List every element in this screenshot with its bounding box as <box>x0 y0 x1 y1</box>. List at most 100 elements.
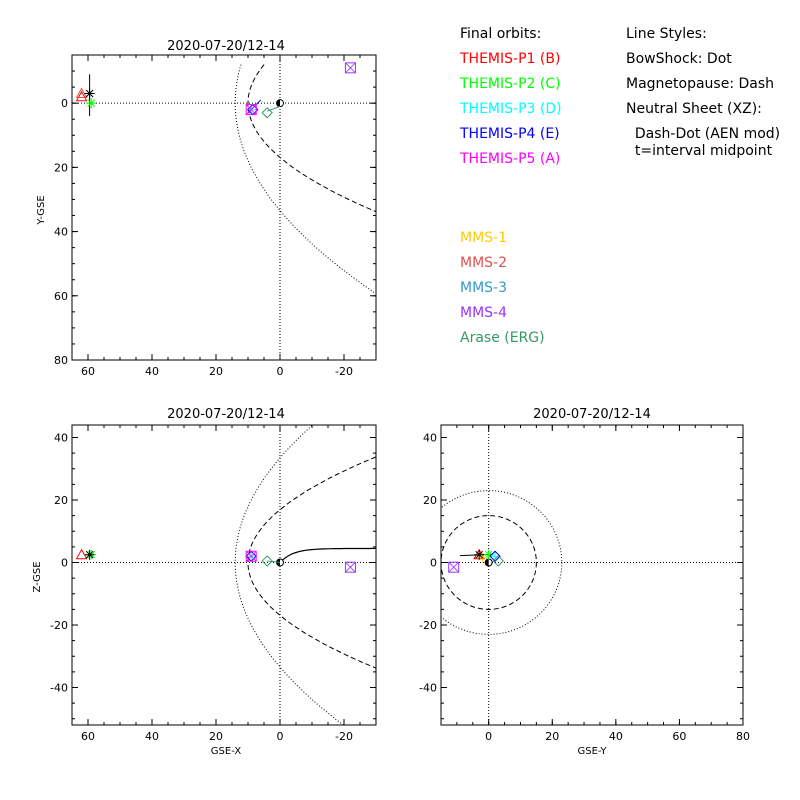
legend-orbits-title: Final orbits: <box>460 26 542 42</box>
y-tick-label: 20 <box>54 494 68 507</box>
moon-marker <box>84 549 95 560</box>
line-style-neutral-sheet: Neutral Sheet (XZ): <box>626 101 762 117</box>
y-tick-label: 0 <box>61 557 68 570</box>
x-tick-label: -20 <box>335 365 353 378</box>
themis-p2-c-marker <box>483 549 494 560</box>
x-tick-label: 0 <box>485 730 492 743</box>
mms-4-marker <box>344 62 356 74</box>
legend-entry-themis-p3: THEMIS-P3 (D) <box>460 101 562 117</box>
arase-erg-marker <box>492 555 504 567</box>
mms-4-marker-cross <box>345 62 356 74</box>
mms-4-marker-cross <box>448 561 459 573</box>
moon-marker <box>84 88 95 99</box>
line-style-midpoint: t=interval midpoint <box>626 143 773 159</box>
panel-xy-ylabel: Y-GSE <box>36 195 47 225</box>
panel-xz-title: 2020-07-20/12-14 <box>167 407 285 422</box>
panel-yz-plot-area: 0 20 40 60 80 -40 -20 0 20 40 <box>419 424 750 743</box>
arase-track <box>267 105 281 112</box>
x-tick-label: 60 <box>81 730 95 743</box>
legend-entry-themis-p5: THEMIS-P5 (A) <box>460 151 561 167</box>
y-tick-label: 40 <box>54 226 68 239</box>
themis-p4-e-marker <box>489 550 501 562</box>
themis-p1-b-marker <box>75 90 88 102</box>
y-tick-label: 0 <box>430 557 437 570</box>
panel-xz: 2020-07-20/12-14 Z-GSE GSE-X 60 40 20 0 -20 -… <box>32 407 377 757</box>
legend-entry-mms-4: MMS-4 <box>460 305 508 321</box>
moon-marker <box>474 549 485 560</box>
x-tick-label: 40 <box>609 730 623 743</box>
bowshock-curve <box>234 425 344 725</box>
x-tick-label: 20 <box>545 730 559 743</box>
x-tick-label: 0 <box>277 365 284 378</box>
panel-yz-title: 2020-07-20/12-14 <box>533 407 651 422</box>
bowshock-curve <box>441 490 563 635</box>
plot-frame <box>71 54 377 361</box>
earth-night-side <box>485 559 489 566</box>
plot-frame <box>71 424 377 726</box>
themis-p5-a-marker-cross <box>245 104 257 115</box>
y-tick-label: 20 <box>54 161 68 174</box>
panel-xz-ylabel: Z-GSE <box>32 561 43 592</box>
y-tick-label: 60 <box>54 290 68 303</box>
x-tick-label: 20 <box>209 365 223 378</box>
themis-p5-a-marker <box>245 550 257 562</box>
themis-p1-b-marker <box>75 548 88 560</box>
y-tick-label: 40 <box>54 432 68 445</box>
x-tick-label: 20 <box>209 730 223 743</box>
line-style-bowshock: BowShock: Dot <box>626 51 732 67</box>
arase-track <box>267 560 281 563</box>
panel-xy-plot-area: 60 40 20 0 -20 0 20 40 60 80 <box>54 54 377 378</box>
panel-xy-title: 2020-07-20/12-14 <box>167 39 285 54</box>
x-tick-label: 80 <box>736 730 750 743</box>
legend-entry-mms-2: MMS-2 <box>460 255 508 271</box>
y-tick-label: -20 <box>419 619 437 632</box>
magnetopause-curve <box>441 515 537 610</box>
x-tick-label: 60 <box>81 365 95 378</box>
legend-missions: MMS-1 MMS-2 MMS-3 MMS-4 Arase (ERG) <box>460 230 545 355</box>
mms-4-marker <box>448 561 460 573</box>
neutral-sheet-curve <box>279 547 376 563</box>
themis-p2-c-marker <box>86 98 97 109</box>
y-tick-label: -40 <box>50 682 68 695</box>
legend-entry-themis-p2: THEMIS-P2 (C) <box>460 76 561 92</box>
y-tick-label: 20 <box>423 494 437 507</box>
y-tick-label: 80 <box>54 354 68 367</box>
arase-erg-marker <box>261 107 273 119</box>
themis-p5-a-marker <box>245 104 257 116</box>
x-tick-label: 0 <box>277 730 284 743</box>
x-tick-label: 40 <box>145 730 159 743</box>
x-tick-label: -20 <box>335 730 353 743</box>
legend-entry-mms-3: MMS-3 <box>460 280 508 296</box>
legend-entry-themis-p1: THEMIS-P1 (B) <box>460 51 561 67</box>
arase-erg-marker <box>261 555 273 567</box>
magnetopause-curve <box>247 64 376 213</box>
line-style-dash-dot: Dash-Dot (AEN mod) <box>626 126 781 142</box>
magnetopause-curve <box>247 456 376 669</box>
earth-night-side <box>276 99 280 107</box>
legend-line-styles: Line Styles: BowShock: Dot Magnetopause:… <box>626 26 780 160</box>
boundary-curves <box>234 425 376 725</box>
legend-entry-themis-p4: THEMIS-P4 (E) <box>460 126 560 142</box>
panel-yz: 2020-07-20/12-14 GSE-Y 0 20 40 60 80 -40 -20 0 2… <box>419 407 750 757</box>
panel-xy: 2020-07-20/12-14 Y-GSE 60 40 20 0 -200204060… <box>36 39 377 378</box>
legend-orbits: Final orbits: THEMIS-P1 (B) THEMIS-P2 (C… <box>460 26 562 176</box>
y-tick-label: -20 <box>50 619 68 632</box>
mms-4-marker-cross <box>345 561 356 573</box>
line-styles-title: Line Styles: <box>626 26 707 42</box>
plot-frame <box>440 424 744 726</box>
y-tick-label: -40 <box>419 682 437 695</box>
themis-p5-a-marker-cross <box>245 550 257 562</box>
x-tick-label: 40 <box>145 365 159 378</box>
mms-4-marker <box>344 561 356 573</box>
legend-entry-arase: Arase (ERG) <box>460 330 545 346</box>
x-tick-label: 60 <box>672 730 686 743</box>
y-tick-label: 0 <box>61 97 68 110</box>
panel-yz-xlabel: GSE-Y <box>578 746 608 757</box>
legend-entry-mms-1: MMS-1 <box>460 230 508 246</box>
panel-xz-plot-area: 60 40 20 0 -20 -40 -20 0 20 40 <box>50 424 377 743</box>
boundary-curves <box>234 64 376 295</box>
mms-2-marker <box>75 87 88 99</box>
panel-xz-xlabel: GSE-X <box>211 746 242 757</box>
line-style-magnetopause: Magnetopause: Dash <box>626 76 775 92</box>
